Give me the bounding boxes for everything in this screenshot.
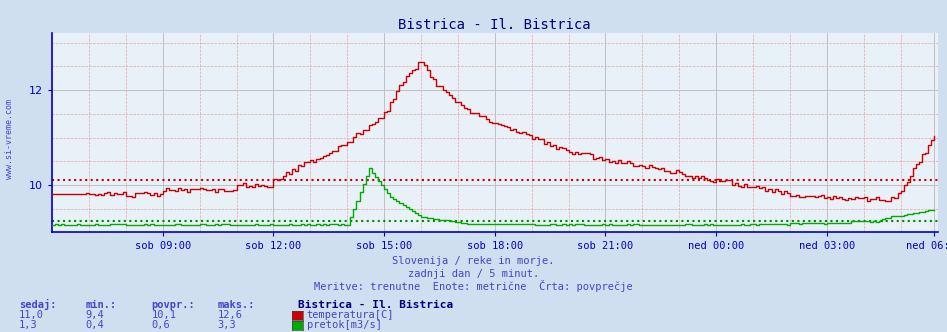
Title: Bistrica - Il. Bistrica: Bistrica - Il. Bistrica xyxy=(399,18,591,32)
Text: Slovenija / reke in morje.: Slovenija / reke in morje. xyxy=(392,256,555,266)
Text: 1,3: 1,3 xyxy=(19,320,38,330)
Text: pretok[m3/s]: pretok[m3/s] xyxy=(307,320,382,330)
Text: maks.:: maks.: xyxy=(218,300,256,310)
Text: povpr.:: povpr.: xyxy=(152,300,195,310)
Text: min.:: min.: xyxy=(85,300,116,310)
Text: www.si-vreme.com: www.si-vreme.com xyxy=(5,100,14,179)
Text: temperatura[C]: temperatura[C] xyxy=(307,310,394,320)
Text: 3,3: 3,3 xyxy=(218,320,237,330)
Text: 0,6: 0,6 xyxy=(152,320,170,330)
Text: 0,4: 0,4 xyxy=(85,320,104,330)
Text: 11,0: 11,0 xyxy=(19,310,44,320)
Text: 10,1: 10,1 xyxy=(152,310,176,320)
Text: zadnji dan / 5 minut.: zadnji dan / 5 minut. xyxy=(408,269,539,279)
Text: 9,4: 9,4 xyxy=(85,310,104,320)
Text: 12,6: 12,6 xyxy=(218,310,242,320)
Text: sedaj:: sedaj: xyxy=(19,299,57,310)
Text: Bistrica - Il. Bistrica: Bistrica - Il. Bistrica xyxy=(298,300,454,310)
Text: Meritve: trenutne  Enote: metrične  Črta: povprečje: Meritve: trenutne Enote: metrične Črta: … xyxy=(314,281,633,292)
